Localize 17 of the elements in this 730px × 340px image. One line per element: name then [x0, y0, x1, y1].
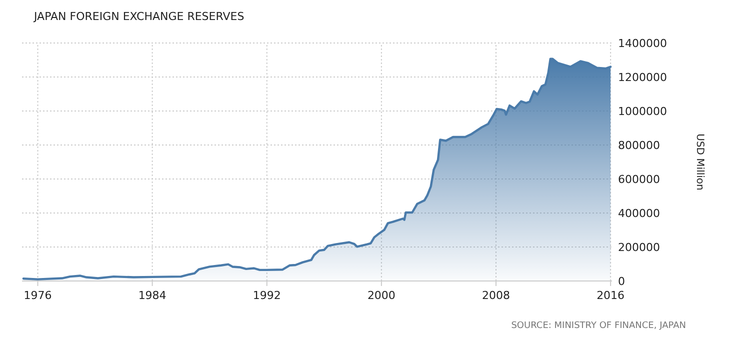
y-axis-title: USD Million [694, 134, 705, 190]
x-tick-label: 1976 [24, 289, 52, 302]
y-tick-label: 400000 [618, 207, 660, 220]
x-tick-label: 2016 [596, 289, 625, 302]
x-tick-label: 2000 [367, 289, 396, 302]
y-tick-label: 0 [618, 275, 625, 288]
source-note: SOURCE: MINISTRY OF FINANCE, JAPAN [511, 321, 686, 331]
y-tick-label: 1200000 [618, 71, 667, 84]
y-tick-label: 600000 [618, 173, 660, 186]
chart-title: JAPAN FOREIGN EXCHANGE RESERVES [33, 10, 244, 23]
x-tick-label: 1984 [138, 289, 166, 302]
y-tick-label: 200000 [618, 241, 660, 254]
y-tick-label: 1400000 [618, 37, 667, 50]
y-tick-label: 1000000 [618, 105, 667, 118]
y-tick-label: 800000 [618, 139, 660, 152]
x-tick-label: 1992 [252, 289, 281, 302]
x-tick-label: 2008 [482, 289, 510, 302]
